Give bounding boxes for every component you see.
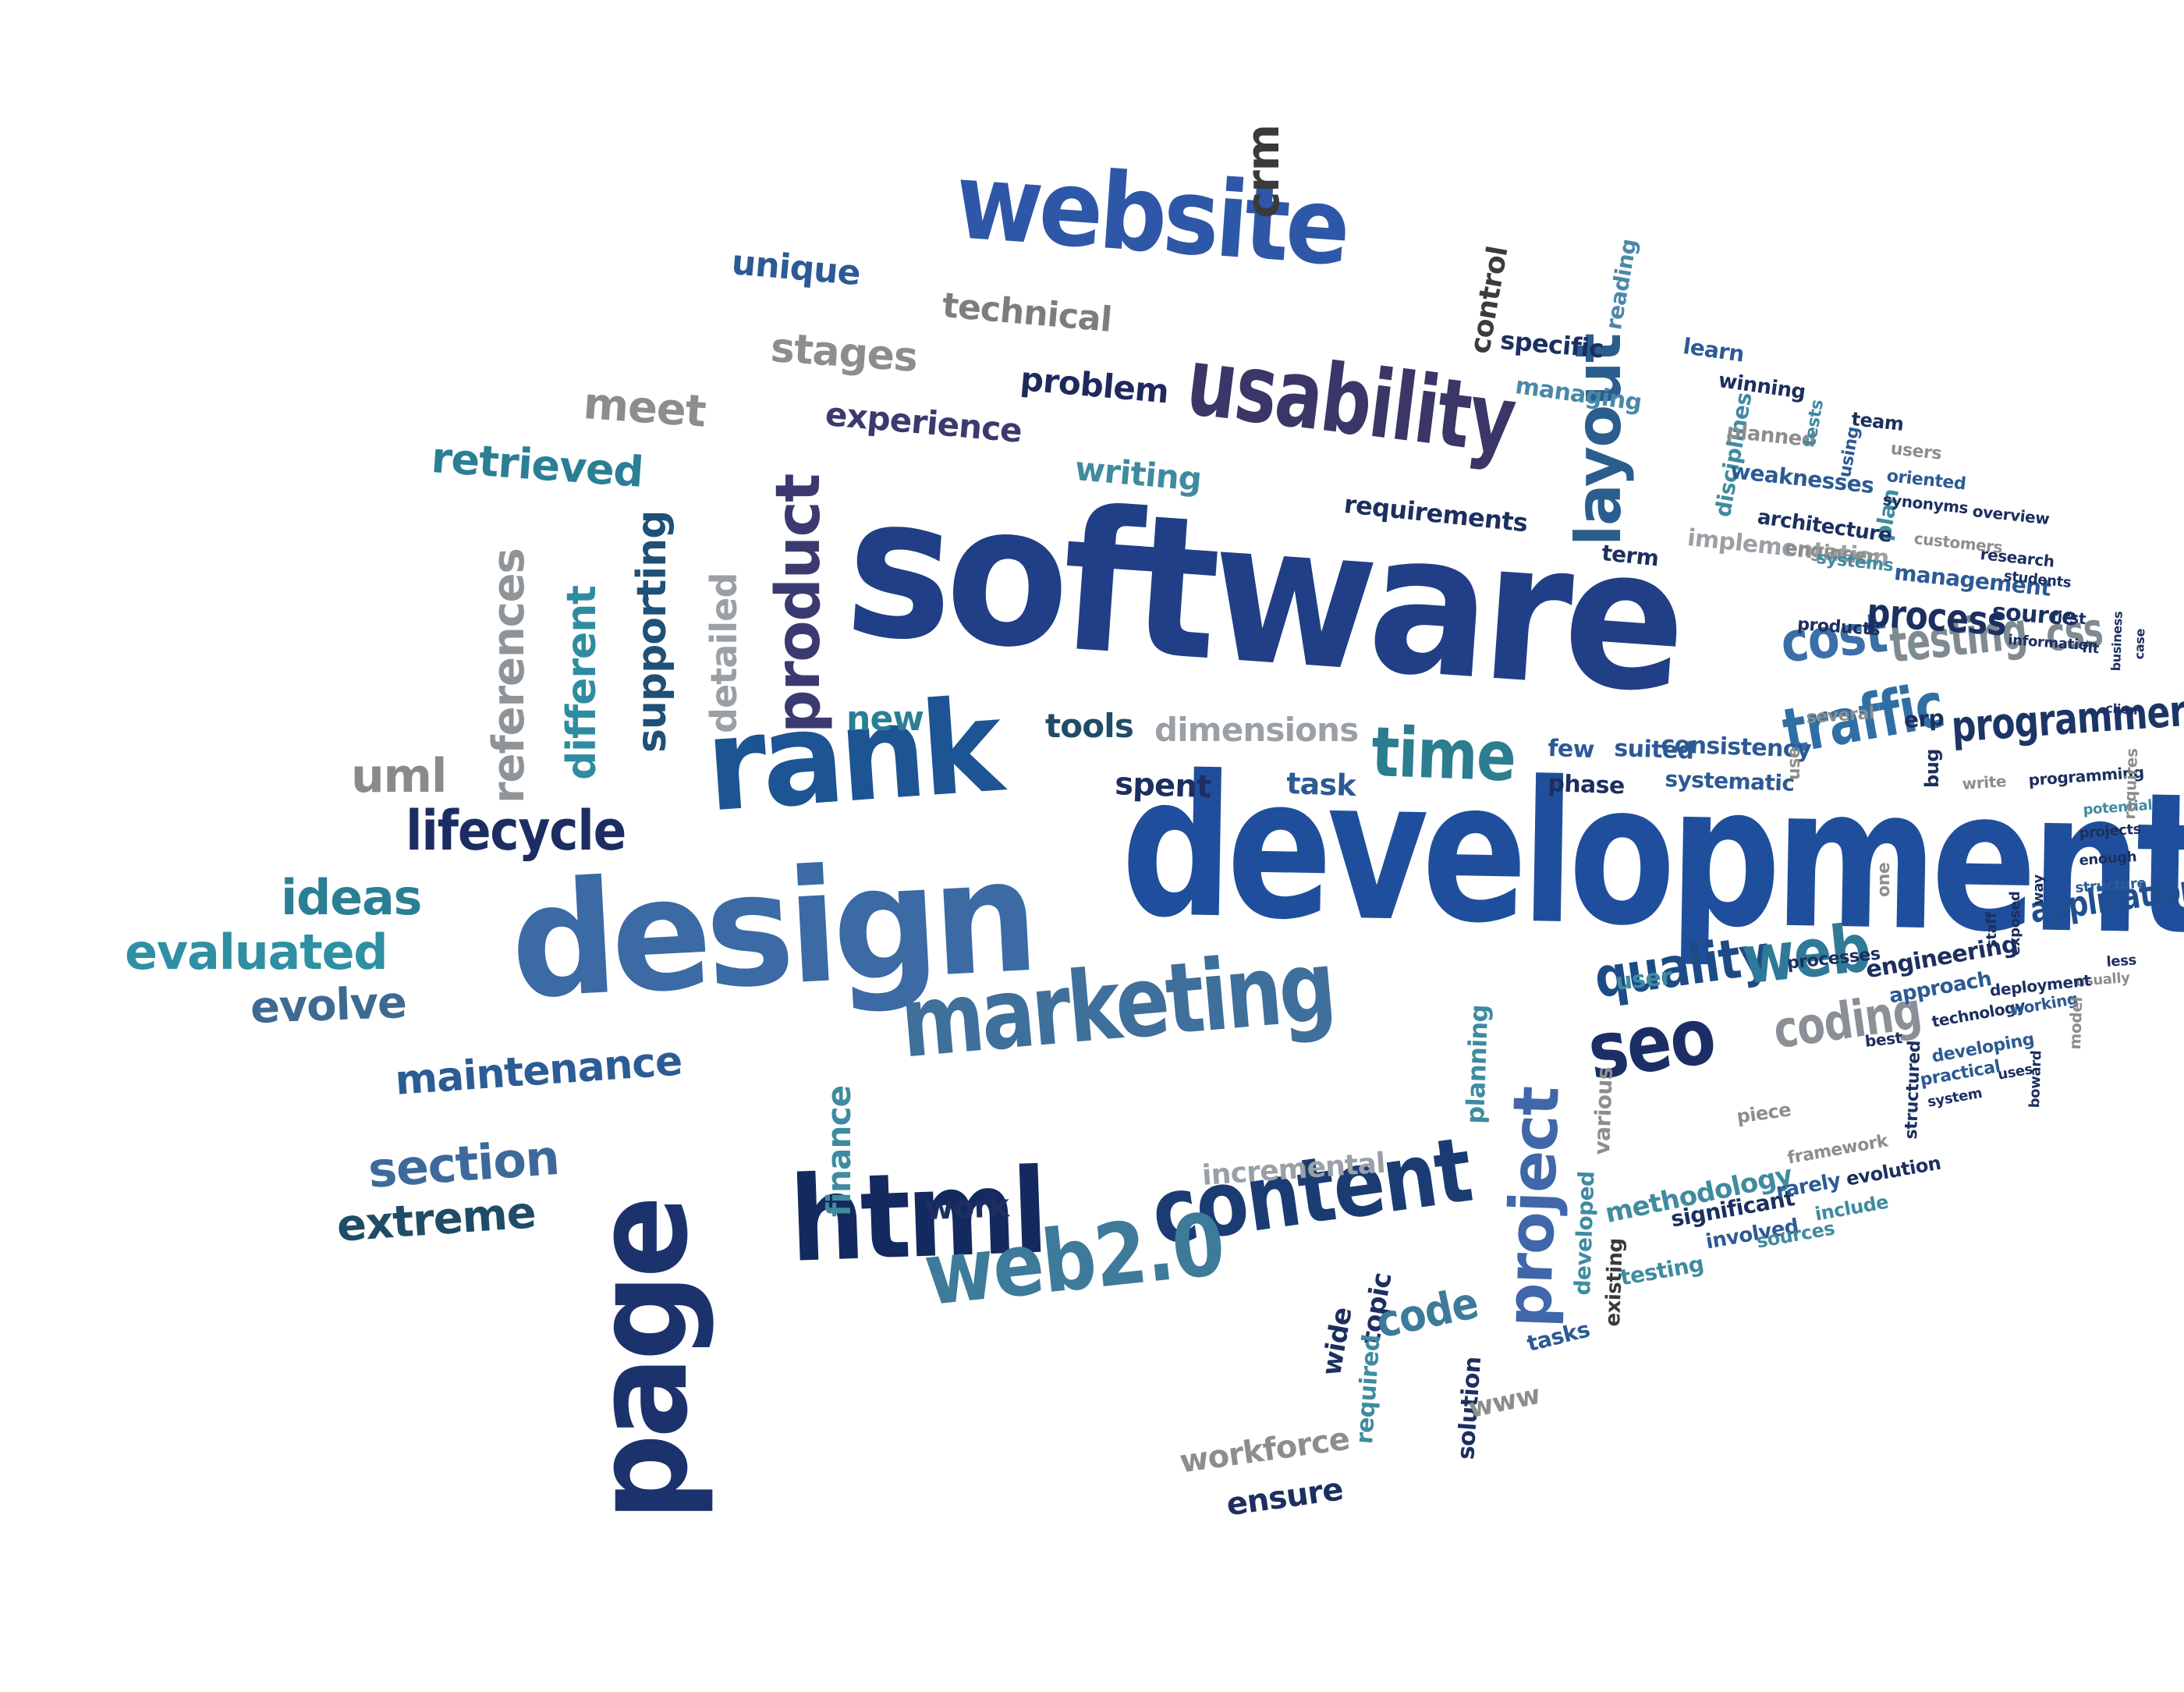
- word-write: write: [1961, 772, 2007, 793]
- word-supporting: supporting: [629, 510, 675, 753]
- word-uml: uml: [351, 749, 447, 803]
- word-stages: stages: [769, 325, 919, 381]
- word-few: few: [1547, 735, 1595, 764]
- word-practical: practical: [1918, 1056, 2002, 1091]
- word-term: term: [1600, 540, 1661, 572]
- word-evaluated: evaluated: [125, 924, 388, 981]
- word-erp: erp: [1902, 704, 1945, 733]
- word-extreme: extreme: [335, 1187, 537, 1252]
- word-various: various: [1589, 1066, 1618, 1156]
- word-best: best: [1863, 1028, 1903, 1051]
- word-references: references: [484, 548, 534, 803]
- word-boward: boward: [2026, 1050, 2045, 1108]
- word-project: project: [1492, 1086, 1573, 1329]
- word-phase: phase: [1547, 770, 1626, 800]
- word-team: team: [1850, 408, 1905, 435]
- word-work: work: [924, 1188, 1009, 1227]
- word-enough: enough: [2078, 848, 2137, 869]
- word-product: product: [764, 474, 834, 733]
- word-business: business: [2108, 611, 2126, 672]
- word-programmer: programmer: [1949, 686, 2184, 752]
- word-one: one: [1874, 862, 1894, 897]
- word-piece: piece: [1735, 1098, 1792, 1128]
- word-planning: planning: [1460, 1004, 1494, 1125]
- word-retrieved: retrieved: [429, 433, 645, 497]
- word-fit: fit: [2081, 640, 2100, 658]
- word-structured: structured: [1902, 1040, 1925, 1140]
- word-users: users: [1889, 439, 1943, 464]
- word-requires: requires: [2120, 748, 2142, 820]
- word-learn: learn: [1681, 333, 1746, 367]
- word-problem: problem: [1019, 360, 1171, 411]
- word-tools: tools: [1045, 707, 1134, 745]
- word-ideas: ideas: [281, 869, 422, 926]
- word-first: first: [2050, 607, 2086, 629]
- word-website: website: [951, 140, 1351, 289]
- word-technical: technical: [940, 286, 1114, 340]
- word-client: client: [2104, 701, 2144, 718]
- word-specific: specific: [1498, 325, 1605, 364]
- word-task: task: [1285, 766, 1356, 803]
- word-crm: crm: [1236, 125, 1289, 218]
- word-finance: finance: [820, 1085, 858, 1217]
- word-system: system: [1926, 1084, 1984, 1111]
- word-spent: spent: [1114, 766, 1212, 806]
- word-user: user: [1614, 963, 1673, 996]
- word-new: new: [846, 699, 924, 739]
- word-tests: tests: [1800, 398, 1828, 448]
- word-page: page: [566, 1200, 716, 1521]
- word-dimensions: dimensions: [1154, 711, 1359, 749]
- word-layout: layout: [1562, 334, 1635, 546]
- word-overview: overview: [1971, 502, 2051, 529]
- word-meet: meet: [581, 378, 707, 438]
- word-use: use: [1785, 747, 1804, 780]
- word-ensure: ensure: [1224, 1471, 1346, 1524]
- word-maintenance: maintenance: [393, 1038, 684, 1105]
- word-detailed: detailed: [703, 573, 745, 733]
- word-less: less: [2105, 952, 2137, 970]
- word-several: several: [1805, 703, 1875, 728]
- word-evolution: evolution: [1844, 1151, 1943, 1190]
- word-research: research: [1979, 544, 2055, 571]
- word-framework: framework: [1785, 1131, 1890, 1169]
- word-reading: reading: [1601, 236, 1642, 332]
- word-unique: unique: [729, 243, 862, 294]
- word-different: different: [558, 586, 605, 780]
- word-developed: developed: [1569, 1170, 1600, 1296]
- word-bug: bug: [1921, 748, 1943, 788]
- word-lifecycle: lifecycle: [406, 799, 626, 863]
- word-evolve: evolve: [249, 977, 407, 1034]
- word-workforce: workforce: [1177, 1421, 1352, 1481]
- word-process: process: [1865, 590, 2008, 645]
- word-time: time: [1370, 711, 1517, 797]
- word-required: required: [1351, 1334, 1386, 1445]
- word-case: case: [2132, 628, 2148, 660]
- word-usability: usability: [1181, 328, 1520, 476]
- word-testing-small: testing: [1618, 1250, 1706, 1291]
- word-model: model: [2065, 996, 2086, 1050]
- word-development: development: [1119, 732, 2184, 979]
- word-way: way: [2030, 874, 2047, 905]
- word-section: section: [366, 1128, 561, 1199]
- word-disciplines: disciplines: [1710, 390, 1757, 520]
- word-experience: experience: [824, 395, 1023, 450]
- word-systematic: systematic: [1664, 766, 1796, 796]
- word-wide: wide: [1316, 1305, 1359, 1378]
